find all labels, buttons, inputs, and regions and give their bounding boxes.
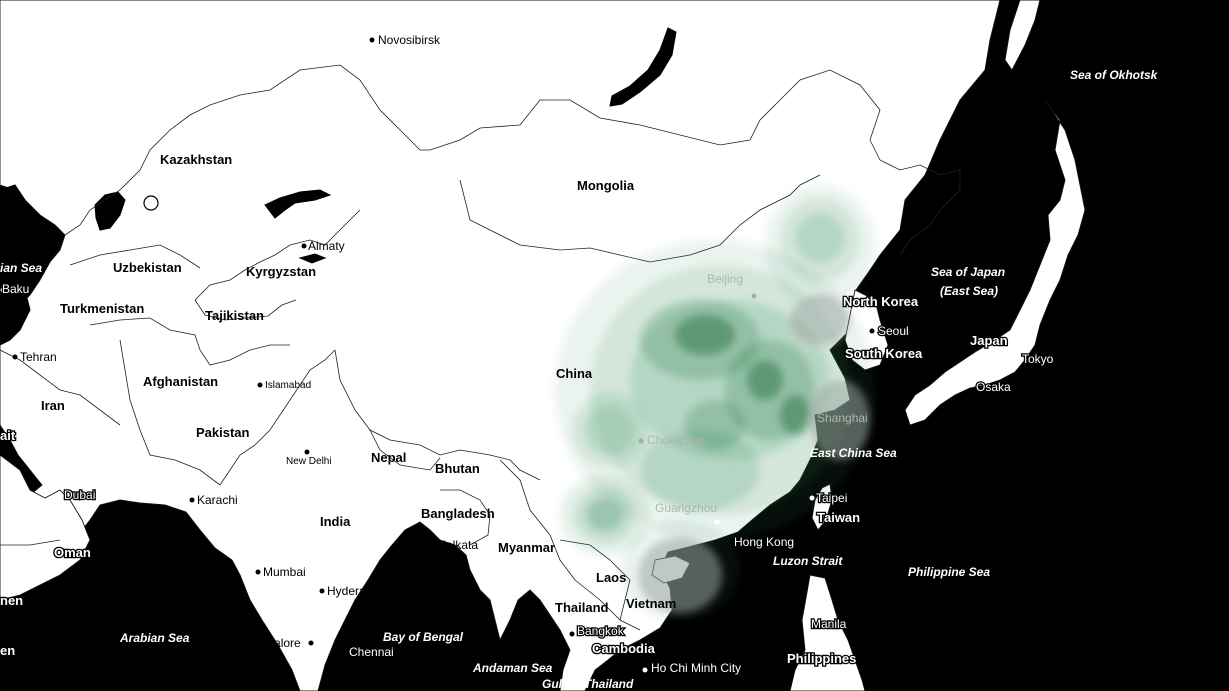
- city-label: Bangalore: [246, 636, 301, 650]
- caspian-sea: [0, 184, 46, 346]
- city-label: Dubai: [64, 488, 95, 502]
- sea-label: Gulf of Thailand: [542, 677, 634, 691]
- city-label: Mumbai: [263, 565, 306, 579]
- country-label: Nepal: [371, 450, 406, 465]
- country-label: Bangladesh: [421, 506, 495, 521]
- country-label: Mongolia: [577, 178, 635, 193]
- city-label: Tehran: [20, 350, 57, 364]
- country-label: Oman: [54, 545, 91, 560]
- landmass-arabia: [0, 454, 91, 601]
- country-label: Kazakhstan: [160, 152, 232, 167]
- lake-balkhash: [264, 189, 332, 219]
- city-label: Chennai: [349, 645, 394, 659]
- sea-label: Philippine Sea: [908, 565, 990, 579]
- city-label: Osaka: [976, 380, 1011, 394]
- clipped-label: en: [0, 643, 15, 658]
- city-label: Almaty: [308, 239, 345, 253]
- clipped-label: ait: [0, 428, 16, 443]
- sea-label: (East Sea): [940, 284, 998, 298]
- country-label: Iran: [41, 398, 65, 413]
- sea-label: Andaman Sea: [472, 661, 553, 675]
- country-label: India: [320, 514, 351, 529]
- issyk-kul-lake: [298, 253, 327, 264]
- clipped-label: ian Sea: [0, 261, 42, 275]
- sea-label: Sea of Japan: [931, 265, 1005, 279]
- country-label: Cambodia: [592, 641, 656, 656]
- city-label: Shanghai: [817, 411, 868, 425]
- small-lake: [143, 195, 159, 211]
- country-label: Taiwan: [817, 510, 860, 525]
- city-label: Baku: [2, 282, 29, 296]
- city-label: Karachi: [197, 493, 238, 507]
- city-label: Manila: [811, 617, 847, 631]
- country-label: North Korea: [843, 294, 919, 309]
- sea-labels: Sea of Okhotsk Sea of Japan (East Sea) E…: [119, 68, 1159, 691]
- country-label: South Korea: [845, 346, 923, 361]
- country-label: Afghanistan: [143, 374, 218, 389]
- sea-label: Luzon Strait: [773, 554, 843, 568]
- clipped-edge-labels: ian Sea ait nen en: [0, 261, 42, 659]
- city-label: Islamabad: [265, 380, 311, 391]
- city-label: Taipei: [816, 491, 847, 505]
- city-label: Guangzhou: [655, 501, 717, 515]
- country-label: Tajikistan: [205, 308, 264, 323]
- sea-label: Arabian Sea: [119, 631, 190, 645]
- city-label: Beijing: [707, 272, 743, 286]
- city-label: Hyderabad: [327, 584, 386, 598]
- heatmap-layer: [555, 185, 875, 620]
- country-label: Thailand: [555, 600, 609, 615]
- city-label: Kolkata: [438, 538, 478, 552]
- country-labels: Kazakhstan Mongolia Uzbekistan Kyrgyzsta…: [41, 152, 1009, 667]
- lake-baikal: [609, 27, 677, 107]
- country-label: Myanmar: [498, 540, 555, 555]
- country-borders: [0, 64, 961, 631]
- country-label: China: [556, 366, 593, 381]
- city-labels: Novosibirsk Almaty Baku Tehran Islamabad…: [1, 33, 1055, 676]
- country-label: Philippines: [787, 651, 856, 666]
- landmass-sakhalin: [1004, 0, 1041, 71]
- landmass-japan: [904, 99, 1086, 426]
- city-label: Bangkok: [577, 624, 625, 638]
- country-label: Vietnam: [626, 596, 676, 611]
- sea-label: Sea of Okhotsk: [1070, 68, 1159, 82]
- city-label: Seoul: [878, 324, 909, 338]
- city-label: Tokyo: [1022, 352, 1054, 366]
- country-label: Laos: [596, 570, 626, 585]
- country-label: Bhutan: [435, 461, 480, 476]
- landmass-philippines: [789, 574, 866, 691]
- country-label: Kyrgyzstan: [246, 264, 316, 279]
- clipped-label: nen: [0, 593, 23, 608]
- city-label: Novosibirsk: [378, 33, 441, 47]
- country-label: Turkmenistan: [60, 301, 144, 316]
- country-label: Japan: [970, 333, 1008, 348]
- city-label: New Delhi: [286, 456, 332, 467]
- sea-label: East China Sea: [810, 446, 897, 460]
- city-markers: [0, 37, 1021, 673]
- city-label: Hong Kong: [734, 535, 794, 549]
- sea-label: Bay of Bengal: [383, 630, 464, 644]
- country-label: Pakistan: [196, 425, 250, 440]
- city-label: Ho Chi Minh City: [651, 661, 741, 675]
- city-label: Chongqing: [647, 433, 705, 447]
- country-label: Uzbekistan: [113, 260, 182, 275]
